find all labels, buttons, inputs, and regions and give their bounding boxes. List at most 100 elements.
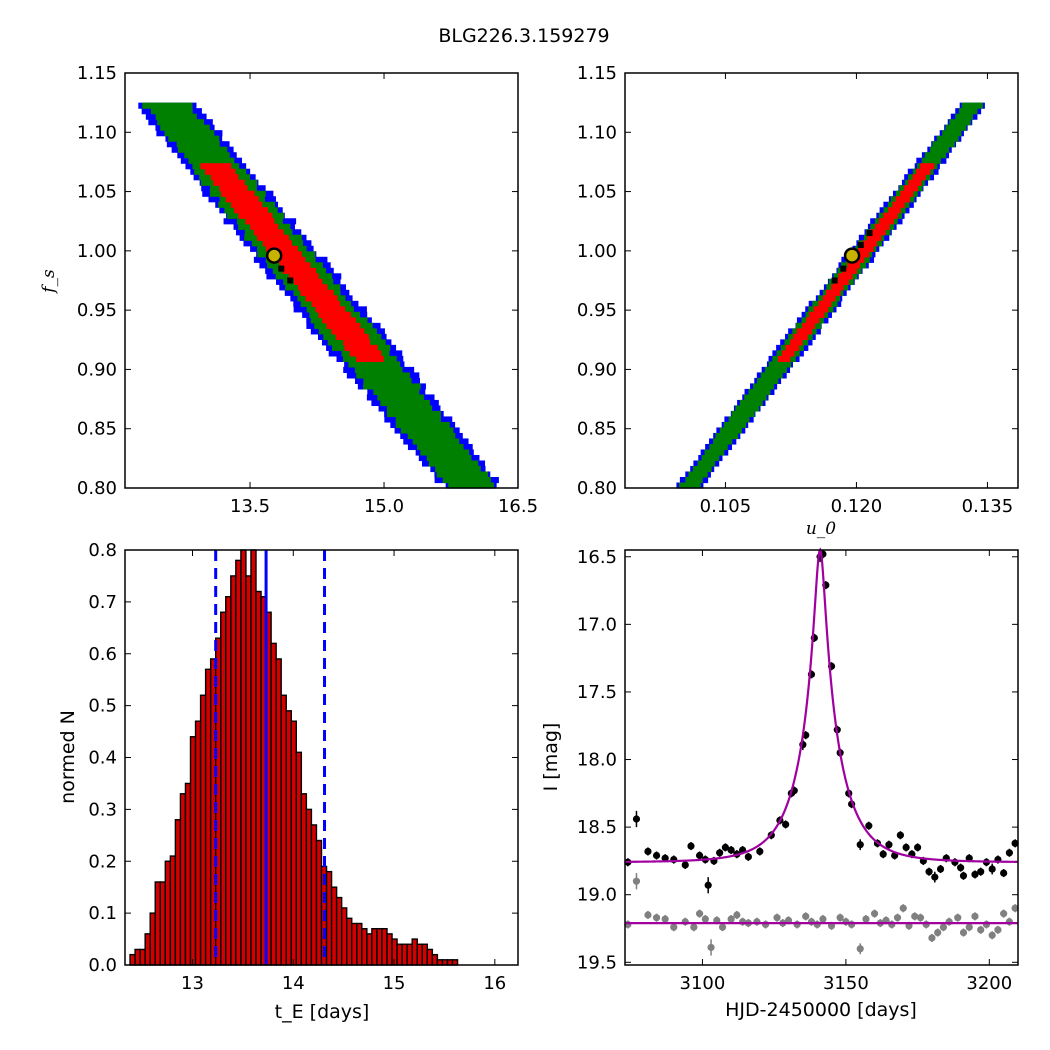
confidence-region-red xyxy=(282,267,317,274)
histogram-bar xyxy=(129,953,136,966)
confidence-region-red xyxy=(343,339,371,346)
data-point xyxy=(756,847,764,856)
confidence-region-green xyxy=(160,124,210,131)
secondary-data-point xyxy=(813,920,821,929)
histogram-bar xyxy=(220,611,227,966)
x-tick-label: 13.5 xyxy=(230,496,270,517)
confidence-region-red xyxy=(874,223,890,230)
confidence-region-green xyxy=(142,102,193,109)
confidence-region-red xyxy=(200,163,232,170)
y-tick-label: 1.00 xyxy=(577,241,617,262)
confidence-region-red xyxy=(785,344,800,351)
confidence-region-red xyxy=(305,295,338,302)
p3-ticks: 13 14 15 16 0.0 0.1 0.2 0.3 0.4 0.5 0.6 0.7 0.8 xyxy=(88,540,518,994)
confidence-region-green xyxy=(685,476,703,484)
histogram-bar xyxy=(134,948,141,966)
data-point xyxy=(721,843,730,851)
secondary-data-point xyxy=(1011,904,1019,912)
x-tick-label: 0.120 xyxy=(831,496,883,517)
confidence-region-red xyxy=(262,240,293,247)
confidence-region-green xyxy=(756,377,779,385)
p2-xlabel: u_0 xyxy=(806,519,836,539)
secondary-data-point xyxy=(761,920,770,929)
data-point xyxy=(782,820,790,829)
secondary-data-point xyxy=(1005,918,1013,926)
confidence-region-red xyxy=(883,212,898,219)
x-tick-label: 13 xyxy=(181,973,204,994)
histogram-bar xyxy=(270,642,277,966)
y-tick-label: 16.5 xyxy=(577,547,617,568)
histogram-bar xyxy=(280,694,287,966)
secondary-data-point xyxy=(911,912,919,920)
confidence-region-red xyxy=(818,300,832,307)
histogram-bar xyxy=(199,694,207,966)
confidence-region-green xyxy=(719,427,742,434)
model-curve xyxy=(625,547,1018,863)
confidence-region-green xyxy=(955,113,974,120)
confidence-region-red xyxy=(806,317,820,324)
confidence-region-green xyxy=(177,146,228,153)
data-point xyxy=(681,861,689,869)
confidence-region-red xyxy=(300,289,334,296)
figure-title: BLG226.3.159279 xyxy=(438,25,609,47)
histogram-bar xyxy=(330,886,338,966)
confidence-region-red xyxy=(888,207,901,214)
confidence-region-red xyxy=(356,355,384,362)
histogram-bar xyxy=(441,959,449,966)
confidence-region-red xyxy=(790,339,803,346)
confidence-region-green xyxy=(436,471,489,478)
confidence-region-green xyxy=(386,410,441,418)
data-point xyxy=(661,854,669,862)
histogram-bar xyxy=(285,710,292,966)
y-tick-label: 0.80 xyxy=(77,478,117,499)
data-point xyxy=(931,873,939,881)
histogram-bar xyxy=(451,959,459,966)
data-point xyxy=(988,865,996,873)
confidence-region-green xyxy=(932,141,955,148)
confidence-region-red xyxy=(276,256,306,263)
y-tick-label: 0.5 xyxy=(88,696,117,717)
confidence-region-green xyxy=(945,124,967,131)
secondary-data-point xyxy=(670,923,678,931)
confidence-region-red xyxy=(858,245,874,252)
confidence-region-green xyxy=(961,102,983,109)
data-point xyxy=(652,851,661,860)
confidence-region-red xyxy=(279,262,311,269)
confidence-region-red xyxy=(908,179,922,186)
confidence-region-red xyxy=(318,311,351,318)
confidence-region-green xyxy=(395,416,441,423)
histogram-bar xyxy=(189,736,197,966)
confidence-region-green xyxy=(704,449,725,456)
y-tick-label: 0.7 xyxy=(88,592,117,613)
confidence-region-red xyxy=(878,218,894,225)
histogram-bar xyxy=(315,839,323,966)
y-tick-label: 17.5 xyxy=(577,682,617,703)
confidence-region-red xyxy=(270,251,302,258)
confidence-region-green xyxy=(731,410,755,418)
confidence-region-red xyxy=(315,306,346,313)
confidence-region-green xyxy=(709,443,728,451)
confidence-region-red xyxy=(311,300,341,307)
y-tick-label: 0.1 xyxy=(88,903,117,924)
x-tick-label: 15 xyxy=(383,973,406,994)
p3-plot-area xyxy=(129,549,459,966)
confidence-region-red xyxy=(225,196,259,203)
confidence-region-green xyxy=(407,432,456,440)
confidence-region-green xyxy=(958,108,978,115)
confidence-region-green xyxy=(713,438,733,445)
secondary-data-point xyxy=(954,914,962,922)
histogram-bar xyxy=(169,855,177,966)
confidence-region-red xyxy=(920,163,935,170)
histogram-bar xyxy=(300,793,308,966)
secondary-data-point xyxy=(922,920,930,929)
y-tick-label: 1.05 xyxy=(577,182,617,203)
histogram-bar xyxy=(295,751,303,966)
y-tick-label: 17.0 xyxy=(577,614,617,635)
data-point xyxy=(896,831,904,839)
confidence-region-green xyxy=(363,383,421,390)
histogram-bar xyxy=(356,922,363,966)
confidence-region-green xyxy=(386,405,433,412)
confidence-region-green xyxy=(679,482,701,489)
panel-light-curve: 3100 3150 3200 16.5 17.0 17.5 18.0 18.5 19.0 19.5… xyxy=(540,547,1019,1021)
